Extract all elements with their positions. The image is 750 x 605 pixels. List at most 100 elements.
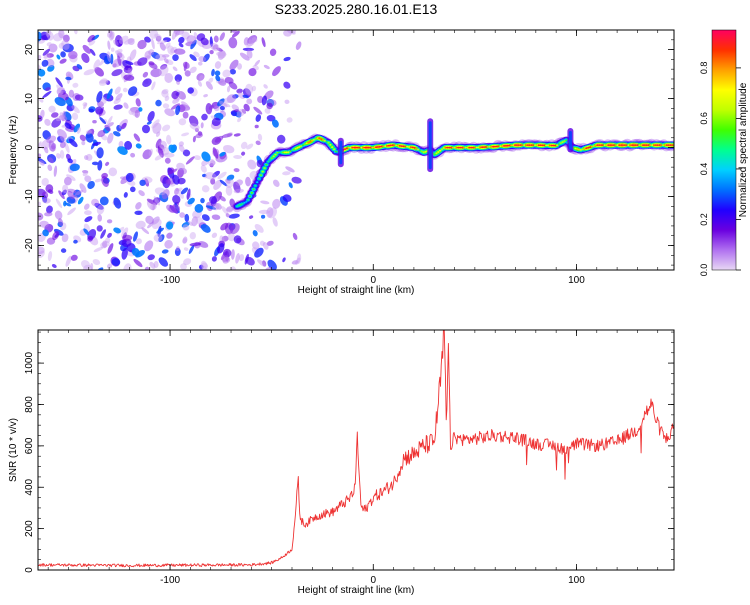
spectrogram-noise-blob [175,246,180,251]
spectrogram-y-label: Frequency (Hz) [8,116,19,185]
spectrogram-noise-blob [210,178,216,185]
spectrogram-noise-blob [195,133,203,139]
spectrogram-ridge-core [510,144,513,147]
spectrogram-noise-blob [177,189,184,199]
spectrogram-ridge-core [594,144,597,147]
spectrogram-ridge-core [523,144,526,147]
spectrogram-noise-blob [91,198,100,207]
spectrogram-noise-blob [151,119,160,129]
spectrogram-noise-blob [152,199,157,211]
spectrogram-noise-blob [46,135,57,144]
spectrogram-ridge-core [274,153,277,156]
spectrogram-ridge-core [239,203,242,206]
spectrogram-noise-blob [254,247,264,258]
spectrogram-noise-blob [157,146,164,158]
spectrogram-noise-blob [291,176,302,184]
spectrogram-noise-blob [263,84,268,89]
spectrogram-ridge-core [643,144,647,147]
spectrogram-noise-blob [235,253,240,264]
spectrogram-noise-blob [268,207,278,219]
snr-frame [37,329,675,571]
spectrogram-noise-blob [161,88,169,95]
spectrogram-ridge-core [278,151,281,154]
spectrogram-ridge-core [634,144,637,147]
spectrogram-ridge-core [323,140,326,142]
spectrogram-noise-blob [212,44,218,50]
spectrogram-ridge-core [418,149,422,152]
snr-y-label: SNR (10 * v/v) [8,418,19,482]
spectrogram-noise-blob [92,259,101,265]
spectrogram-noise-blob [61,233,69,243]
spectrogram-noise-blob [40,31,51,41]
spectrogram-ridge-core [442,147,445,149]
spectrogram-noise-blob [87,34,95,43]
spectrogram-noise-blob [154,33,162,40]
spectrogram-noise-blob [201,214,210,222]
spectrogram-noise-blob [291,260,299,265]
spectrogram-noise-blob [246,49,253,59]
colorbar: 0.0 0.2 0.4 0.6 0.8 Normalized spectral ampl… [699,29,749,276]
spectrogram-ridge-core [612,144,616,147]
spectrogram-noise-blob [217,50,226,60]
spectrogram-ridge-core [621,144,625,147]
spectrogram-noise-blob [134,210,143,216]
spectrogram-ridge-core [437,151,440,153]
spectrogram-noise-blob [222,248,232,258]
spectrogram-noise-blob [79,183,87,193]
spectrogram-noise-blob [137,39,147,50]
spectrogram-noise-blob [141,124,151,134]
spectrogram-noise-blob [69,163,80,172]
spectrogram-noise-blob [38,141,42,152]
x-tick-label: -100 [160,275,180,286]
spectrogram-noise-blob [184,70,191,77]
spectrogram-noise-blob [272,66,281,77]
spectrogram-noise-blob [135,238,142,245]
spectrogram-noise-blob [219,179,228,187]
spectrogram-noise-blob [231,104,240,111]
spectrogram-ridge-core [466,146,469,149]
spectrogram-noise-blob [236,108,246,117]
spectrogram-noise-blob [266,207,274,218]
spectrogram-noise-blob [144,240,154,252]
spectrogram-ridge-core [629,144,632,147]
spectrogram-noise-blob [59,150,65,159]
spectrogram-noise-blob [42,197,51,204]
spectrogram-noise-blob [60,51,66,58]
spectrogram-noise-blob [42,90,52,99]
spectrogram-noise-blob [182,149,191,157]
spectrogram-noise-blob [224,77,234,84]
spectrogram-noise-blob [188,115,199,127]
spectrogram-ridge-core [638,144,641,147]
spectrogram-noise-blob [261,37,266,48]
spectrogram-ridge-core [296,146,299,149]
spectrogram-ridge-core [378,145,381,148]
spectrogram-noise-blob [43,54,51,59]
spectrogram-ridge-core [481,146,484,149]
spectrogram-noise-blob [213,105,220,112]
spectrogram-noise-blob [113,104,123,110]
spectrogram-ridge-core [654,144,658,147]
spectrogram-noise-blob [74,94,84,101]
spectrogram-noise-blob [135,98,141,107]
spectrogram-ridge-core [349,146,352,149]
spectrogram-noise-blob [88,39,96,46]
colorbar-tick-label: 0.2 [699,213,709,226]
spectrogram-noise-blob [181,132,190,137]
spectrogram-noise-blob [166,232,173,239]
spectrogram-ridge-core [528,144,531,147]
spectrogram-noise-blob [38,201,42,207]
spectrogram-noise-blob [41,177,49,186]
spectrogram-noise-blob [151,81,156,91]
spectrogram-noise-blob [68,50,78,60]
spectrogram-noise-blob [229,59,239,71]
spectrogram-noise-blob [121,238,132,248]
spectrogram-noise-blob [51,112,59,118]
spectrogram-noise-blob [61,40,70,50]
spectrogram-noise-blob [261,214,266,219]
spectrogram-noise-blob [123,102,129,109]
spectrogram-noise-blob [84,155,89,161]
snr-panel: -100 0 100 0 200 400 600 800 1000 Height of str… [8,329,675,596]
spectrogram-x-axis: -100 0 100 [47,30,659,286]
spectrogram-ridge-core [493,145,497,148]
